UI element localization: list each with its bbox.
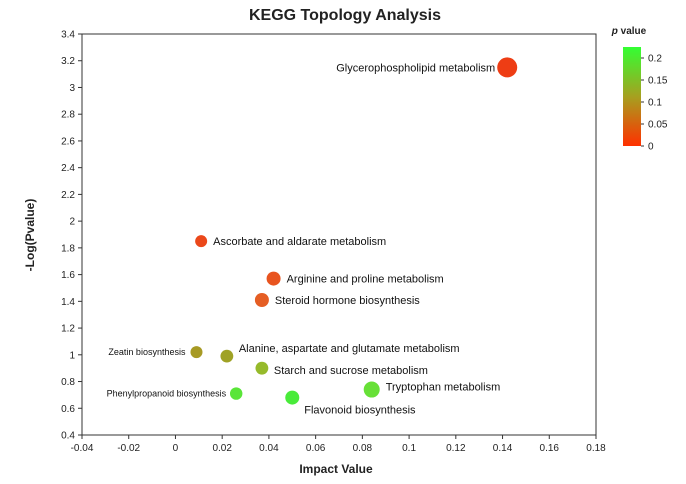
y-tick-label: 3.4 [61,30,75,41]
chart-title: KEGG Topology Analysis [249,7,441,24]
x-tick-label: -0.02 [117,443,140,454]
y-tick-label: 2.6 [61,136,75,147]
x-tick-label: 0.1 [402,443,416,454]
data-point[interactable] [285,390,300,405]
data-point[interactable] [195,235,208,248]
legend-tick-label: 0 [648,142,654,153]
point-label: Arginine and proline metabolism [287,274,444,286]
data-point[interactable] [497,57,518,78]
y-tick-label: 0.6 [61,404,75,415]
point-label: Zeatin biosynthesis [108,347,186,357]
point-label: Alanine, aspartate and glutamate metabol… [239,343,460,355]
legend-title: p value [611,26,647,37]
data-point[interactable] [363,381,380,398]
x-tick-label: 0.14 [493,443,513,454]
y-tick-label: 2.4 [61,163,75,174]
point-label: Ascorbate and aldarate metabolism [213,236,386,248]
legend-title-p: p [611,26,618,37]
y-tick-label: 3.2 [61,56,75,67]
x-tick-label: 0 [173,443,179,454]
y-tick-label: 1.8 [61,243,75,254]
point-label: Tryptophan metabolism [386,382,501,394]
y-tick-label: 1 [69,350,75,361]
x-tick-label: 0.08 [353,443,373,454]
data-point[interactable] [266,271,281,286]
y-tick-label: 2 [69,217,75,228]
data-point[interactable] [255,361,269,375]
legend-tick-label: 0.15 [648,76,668,87]
y-tick-label: 0.4 [61,431,75,442]
data-point[interactable] [230,387,243,400]
y-tick-label: 1.4 [61,297,75,308]
plot-frame [81,33,597,436]
point-label: Flavonoid biosynthesis [304,405,416,417]
y-tick-label: 1.6 [61,270,75,281]
x-axis-label: Impact Value [299,462,373,476]
x-tick-label: 0.16 [540,443,560,454]
legend-tick-label: 0.05 [648,120,668,131]
y-tick-label: 1.2 [61,324,75,335]
x-tick-label: 0.18 [586,443,606,454]
legend-tick-label: 0.2 [648,54,662,65]
point-label: Steroid hormone biosynthesis [275,295,420,307]
y-axis-label: -Log(Pvalue) [23,199,37,272]
x-tick-label: 0.04 [259,443,279,454]
color-legend: p value 0.2 0.15 0.1 0.05 0 [611,26,668,153]
point-label: Starch and sucrose metabolism [274,365,428,377]
data-point[interactable] [220,349,234,363]
legend-tick-label: 0.1 [648,98,662,109]
x-tick-label: -0.04 [71,443,94,454]
legend-color-bar [623,47,641,146]
x-tick-label: 0.12 [446,443,466,454]
y-tick-label: 2.8 [61,110,75,121]
y-tick-label: 0.8 [61,377,75,388]
y-tick-label: 2.2 [61,190,75,201]
legend-title-rest: value [618,26,647,37]
data-point[interactable] [254,292,269,307]
x-tick-label: 0.06 [306,443,326,454]
point-label: Phenylpropanoid biosynthesis [107,389,227,399]
data-point[interactable] [190,346,203,359]
x-tick-label: 0.02 [212,443,232,454]
y-tick-label: 3 [69,83,75,94]
point-label: Glycerophospholipid metabolism [336,62,495,74]
